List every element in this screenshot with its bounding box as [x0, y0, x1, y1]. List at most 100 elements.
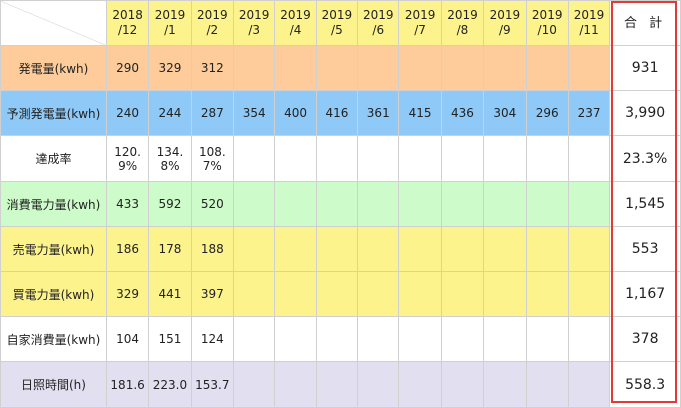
row-label: 自家消費量(kwh) [0, 316, 107, 362]
table-cell: 244 [148, 90, 192, 136]
table-row-generation: 発電量(kwh) 290 329 312 931 [0, 45, 681, 91]
table-cell [315, 181, 359, 227]
total-cell: 558.3 [609, 361, 681, 408]
total-cell: 1,167 [609, 271, 681, 317]
month-header: 2019/6 [357, 0, 400, 46]
table-row-sold-power: 売電力量(kwh) 186 178 188 553 [0, 226, 681, 272]
table-cell [274, 181, 317, 227]
table-cell [567, 361, 611, 408]
table-cell [398, 135, 442, 182]
month-header: 2019/7 [398, 0, 442, 46]
table-cell: 520 [190, 181, 235, 227]
table-row-self-consumption: 自家消費量(kwh) 104 151 124 378 [0, 316, 681, 362]
corner-cell [0, 0, 107, 46]
table-cell [232, 45, 276, 91]
table-cell: 151 [148, 316, 192, 362]
total-cell: 23.3% [609, 135, 681, 182]
table-cell [357, 181, 400, 227]
table-row-predicted: 予測発電量(kwh) 240 244 287 354 400 416 361 4… [0, 90, 681, 136]
table-row-sunshine-hours: 日照時間(h) 181.6 223.0 153.7 558.3 [0, 361, 681, 408]
table-cell: 181.6 [105, 361, 150, 408]
table-cell [440, 181, 485, 227]
table-cell: 237 [567, 90, 611, 136]
row-label: 達成率 [0, 135, 107, 182]
table-cell [315, 271, 359, 317]
table-cell: 188 [190, 226, 235, 272]
table-cell [440, 361, 485, 408]
table-cell: 433 [105, 181, 150, 227]
table-cell [315, 45, 359, 91]
month-header: 2018/12 [105, 0, 150, 46]
table-cell: 416 [315, 90, 359, 136]
table-cell: 104 [105, 316, 150, 362]
header-row: 2018/12 2019/1 2019/2 2019/3 2019/4 2019… [0, 0, 681, 46]
table-cell [398, 271, 442, 317]
table-cell [357, 226, 400, 272]
table-cell: 296 [525, 90, 569, 136]
table-cell: 592 [148, 181, 192, 227]
total-cell: 1,545 [609, 181, 681, 227]
month-header: 2019/9 [483, 0, 527, 46]
table-cell [525, 271, 569, 317]
table-cell [232, 181, 276, 227]
table-cell [567, 226, 611, 272]
row-label: 日照時間(h) [0, 361, 107, 408]
table-cell: 304 [483, 90, 527, 136]
table-cell [483, 361, 527, 408]
table-cell [357, 316, 400, 362]
table-cell [398, 181, 442, 227]
table-row-achievement: 達成率 120. 9% 134. 8% 108. 7% 23.3% [0, 135, 681, 182]
table-cell [483, 271, 527, 317]
month-header: 2019/1 [148, 0, 192, 46]
table-cell [232, 135, 276, 182]
table-cell [525, 361, 569, 408]
month-header: 2019/3 [232, 0, 276, 46]
table-cell [232, 226, 276, 272]
table-cell: 108. 7% [190, 135, 235, 182]
total-header: 合 計 [609, 0, 681, 46]
table-row-bought-power: 買電力量(kwh) 329 441 397 1,167 [0, 271, 681, 317]
table-cell [274, 45, 317, 91]
table-cell [274, 361, 317, 408]
row-label: 買電力量(kwh) [0, 271, 107, 317]
table-cell [567, 135, 611, 182]
table-cell [232, 361, 276, 408]
month-header: 2019/10 [525, 0, 569, 46]
table-cell: 329 [148, 45, 192, 91]
month-header: 2019/5 [315, 0, 359, 46]
total-cell: 3,990 [609, 90, 681, 136]
table-cell [274, 271, 317, 317]
table-cell: 287 [190, 90, 235, 136]
total-cell: 553 [609, 226, 681, 272]
table-cell [440, 226, 485, 272]
table-cell: 436 [440, 90, 485, 136]
table-cell [398, 316, 442, 362]
table-cell [567, 271, 611, 317]
total-cell: 931 [609, 45, 681, 91]
table-cell [440, 45, 485, 91]
table-cell: 441 [148, 271, 192, 317]
table-cell [483, 135, 527, 182]
table-cell: 354 [232, 90, 276, 136]
table-cell [567, 181, 611, 227]
table-cell [398, 45, 442, 91]
table-cell: 400 [274, 90, 317, 136]
table-cell [525, 45, 569, 91]
table-cell [567, 316, 611, 362]
table-cell: 290 [105, 45, 150, 91]
table-cell [274, 316, 317, 362]
table-cell: 415 [398, 90, 442, 136]
table-cell [440, 135, 485, 182]
table-cell: 329 [105, 271, 150, 317]
table-cell: 240 [105, 90, 150, 136]
table-cell [232, 271, 276, 317]
table-cell [440, 316, 485, 362]
table-cell [398, 226, 442, 272]
table-cell [483, 226, 527, 272]
table-cell [274, 226, 317, 272]
table-cell [567, 45, 611, 91]
table-cell [315, 135, 359, 182]
table-cell [315, 361, 359, 408]
table-cell [357, 361, 400, 408]
